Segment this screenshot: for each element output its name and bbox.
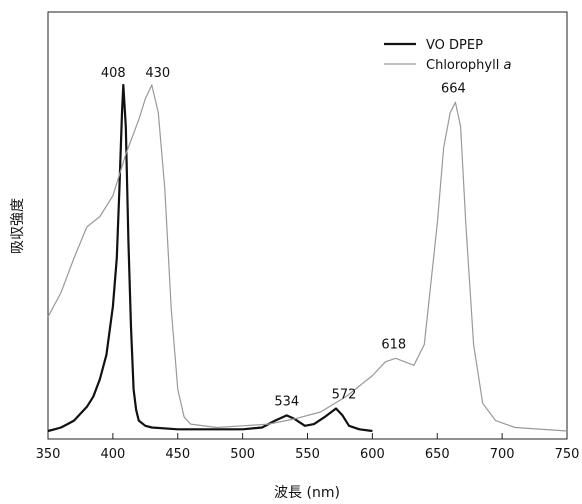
plot-frame [47, 11, 568, 440]
legend-label: Chlorophyll a [426, 58, 511, 73]
x-axis-ticks: 350 400 450 500 550 600 650 700 750 [36, 433, 580, 462]
y-axis-title: 吸収強度 [10, 198, 26, 254]
x-tick-label: 700 [490, 447, 515, 462]
series-line-chlorophyll-a [47, 84, 568, 432]
x-tick-label: 550 [295, 447, 320, 462]
peak-label: 572 [332, 388, 357, 403]
legend: VO DPEP Chlorophyll a [384, 38, 511, 73]
x-tick-label: 650 [425, 447, 450, 462]
peak-label: 618 [381, 337, 406, 352]
peak-label: 430 [145, 66, 170, 81]
x-tick-label: 400 [100, 447, 125, 462]
series-layer [47, 83, 568, 433]
x-tick-label: 350 [36, 447, 61, 462]
peak-label: 534 [274, 394, 299, 409]
peak-label: 664 [441, 81, 466, 96]
peak-label: 408 [101, 66, 126, 81]
legend-label: VO DPEP [426, 38, 483, 53]
x-tick-label: 750 [555, 447, 580, 462]
x-axis-title: 波長 (nm) [274, 485, 340, 501]
peak-annotations: 408 430 534 572 618 664 [101, 66, 466, 409]
series-line-vo-dpep [47, 83, 373, 433]
x-tick-label: 450 [165, 447, 190, 462]
x-tick-label: 500 [230, 447, 255, 462]
x-tick-label: 600 [360, 447, 385, 462]
